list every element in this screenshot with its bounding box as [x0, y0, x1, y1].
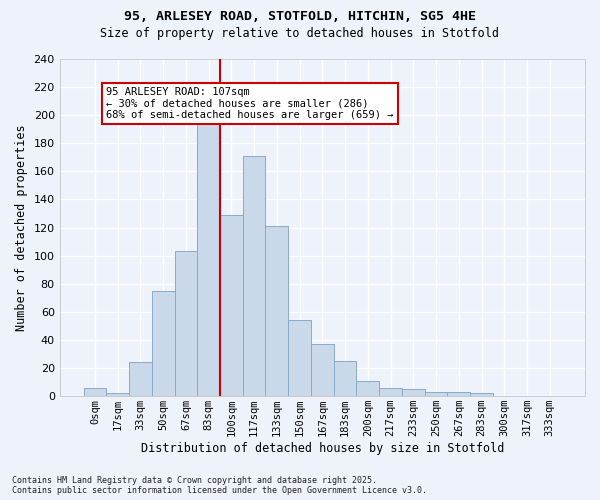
Bar	[83, 388, 106, 396]
Text: Size of property relative to detached houses in Stotfold: Size of property relative to detached ho…	[101, 28, 499, 40]
Bar	[197, 115, 220, 396]
Bar	[425, 392, 448, 396]
Bar	[220, 215, 243, 396]
Bar	[129, 362, 152, 396]
Bar	[311, 344, 334, 396]
Bar	[106, 394, 129, 396]
Bar	[402, 389, 425, 396]
Bar	[243, 156, 265, 396]
Bar	[356, 380, 379, 396]
Bar	[288, 320, 311, 396]
Bar	[175, 252, 197, 396]
Bar	[470, 394, 493, 396]
Bar	[265, 226, 288, 396]
Bar	[152, 291, 175, 396]
Text: Contains HM Land Registry data © Crown copyright and database right 2025.
Contai: Contains HM Land Registry data © Crown c…	[12, 476, 427, 495]
Text: 95 ARLESEY ROAD: 107sqm
← 30% of detached houses are smaller (286)
68% of semi-d: 95 ARLESEY ROAD: 107sqm ← 30% of detache…	[106, 87, 394, 120]
X-axis label: Distribution of detached houses by size in Stotfold: Distribution of detached houses by size …	[140, 442, 504, 455]
Text: 95, ARLESEY ROAD, STOTFOLD, HITCHIN, SG5 4HE: 95, ARLESEY ROAD, STOTFOLD, HITCHIN, SG5…	[124, 10, 476, 23]
Bar	[448, 392, 470, 396]
Bar	[334, 361, 356, 396]
Bar	[379, 388, 402, 396]
Y-axis label: Number of detached properties: Number of detached properties	[15, 124, 28, 331]
